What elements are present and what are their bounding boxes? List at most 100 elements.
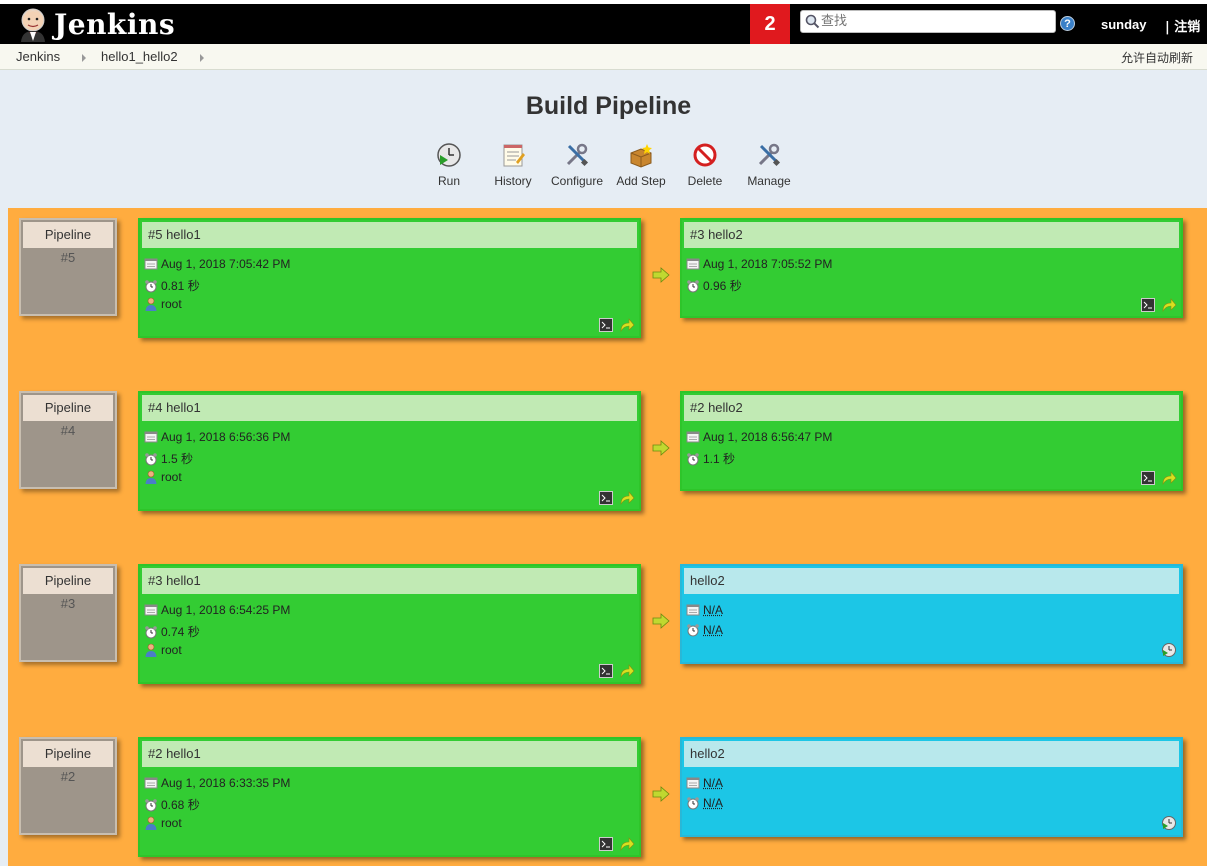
manage-label: Manage <box>747 174 791 188</box>
console-output-icon[interactable] <box>599 664 613 678</box>
notification-badge[interactable]: 2 <box>750 4 790 44</box>
build-date: Aug 1, 2018 6:56:36 PM <box>161 430 291 444</box>
rebuild-arrow-icon[interactable] <box>1161 471 1177 485</box>
build-date-line: N/A <box>686 776 723 790</box>
build-date: Aug 1, 2018 6:33:35 PM <box>161 776 291 790</box>
console-output-icon[interactable] <box>1141 471 1155 485</box>
build-duration: 0.81 秒 <box>161 279 200 293</box>
build-actions <box>599 664 635 678</box>
build-title-link[interactable]: #2 hello1 <box>142 741 637 767</box>
add-step-label: Add Step <box>616 174 666 188</box>
logout-link[interactable]: | 注销 <box>1165 20 1201 35</box>
user-icon <box>145 816 157 830</box>
build-actions <box>599 837 635 851</box>
build-title-link[interactable]: hello2 <box>684 741 1179 767</box>
pipeline-revision-box[interactable]: Pipeline #2 <box>19 737 117 835</box>
jenkins-logo[interactable]: Jenkins <box>16 6 175 42</box>
downstream-arrow-icon <box>652 613 670 629</box>
breadcrumb-job[interactable]: hello1_hello2 <box>101 49 178 64</box>
console-output-icon[interactable] <box>599 837 613 851</box>
console-output-icon[interactable] <box>1141 298 1155 312</box>
build-title-link[interactable]: #2 hello2 <box>684 395 1179 421</box>
build-user-line: root <box>144 643 182 657</box>
delete-label: Delete <box>687 174 723 188</box>
alarm-clock-icon <box>145 279 157 292</box>
build-date: N/A <box>703 603 724 617</box>
build-card-hello1[interactable]: #5 hello1 Aug 1, 2018 7:05:42 PM 0.81 秒 … <box>138 218 641 338</box>
build-date: Aug 1, 2018 6:54:25 PM <box>161 603 291 617</box>
search-input[interactable] <box>821 12 1051 31</box>
rebuild-arrow-icon[interactable] <box>619 318 635 332</box>
alarm-clock-icon <box>145 452 157 465</box>
build-card-hello2[interactable]: #3 hello2 Aug 1, 2018 7:05:52 PM 0.96 秒 <box>680 218 1183 318</box>
console-output-icon[interactable] <box>599 318 613 332</box>
pipeline-number: #2 <box>60 769 76 784</box>
calendar-icon <box>144 777 158 789</box>
build-card-hello1[interactable]: #3 hello1 Aug 1, 2018 6:54:25 PM 0.74 秒 … <box>138 564 641 684</box>
pipeline-board: Pipeline #5 #5 hello1 Aug 1, 2018 7:05:4… <box>8 208 1207 866</box>
rebuild-arrow-icon[interactable] <box>1161 298 1177 312</box>
calendar-icon <box>686 258 700 270</box>
rebuild-arrow-icon[interactable] <box>619 491 635 505</box>
build-card-hello2-pending[interactable]: hello2 N/A N/A <box>680 564 1183 664</box>
breadcrumb-separator-icon[interactable] <box>200 54 204 62</box>
build-duration-line: 1.1 秒 <box>686 450 735 467</box>
build-title-link[interactable]: #4 hello1 <box>142 395 637 421</box>
build-title-link[interactable]: #5 hello1 <box>142 222 637 248</box>
jenkins-butler-icon <box>21 8 45 42</box>
pipeline-revision-box[interactable]: Pipeline #3 <box>19 564 117 662</box>
build-title-link[interactable]: #3 hello2 <box>684 222 1179 248</box>
add-step-button[interactable]: Add Step <box>609 142 673 188</box>
run-label: Run <box>437 174 460 188</box>
calendar-icon <box>144 431 158 443</box>
pipeline-revision-box[interactable]: Pipeline #4 <box>19 391 117 489</box>
rebuild-arrow-icon[interactable] <box>619 837 635 851</box>
page-title: Build Pipeline <box>525 92 692 120</box>
help-icon[interactable]: ? <box>1060 16 1075 31</box>
run-button[interactable]: Run <box>417 142 481 188</box>
history-label: History <box>494 174 532 188</box>
pipeline-revision-box[interactable]: Pipeline #5 <box>19 218 117 316</box>
user-link[interactable]: sunday <box>1101 17 1147 32</box>
user-icon <box>145 297 157 311</box>
breadcrumb-jenkins[interactable]: Jenkins <box>16 49 61 64</box>
alarm-clock-icon <box>687 452 699 465</box>
pipeline-label: Pipeline <box>23 222 113 248</box>
alarm-clock-icon <box>687 624 699 637</box>
build-title-link[interactable]: #3 hello1 <box>142 568 637 594</box>
build-card-hello1[interactable]: #4 hello1 Aug 1, 2018 6:56:36 PM 1.5 秒 r… <box>138 391 641 511</box>
delete-button[interactable]: Delete <box>673 142 737 188</box>
calendar-icon <box>686 777 700 789</box>
downstream-arrow-icon <box>652 267 670 283</box>
pipeline-number: #3 <box>60 596 76 611</box>
trigger-build-icon[interactable] <box>1161 815 1177 831</box>
build-duration: 0.96 秒 <box>703 279 742 293</box>
enable-auto-refresh-link[interactable]: 允许自动刷新 <box>1120 51 1193 65</box>
search-box <box>800 10 1056 33</box>
build-date: N/A <box>703 776 724 790</box>
configure-button[interactable]: Configure <box>545 142 609 188</box>
trigger-build-icon[interactable] <box>1161 642 1177 658</box>
search-icon <box>805 14 820 29</box>
alarm-clock-icon <box>687 797 699 810</box>
build-duration-line: 0.96 秒 <box>686 277 742 294</box>
configure-tools-icon <box>566 143 589 167</box>
build-user-line: root <box>144 297 182 311</box>
build-title-link[interactable]: hello2 <box>684 568 1179 594</box>
build-card-hello1[interactable]: #2 hello1 Aug 1, 2018 6:33:35 PM 0.68 秒 … <box>138 737 641 857</box>
pipeline-number: #5 <box>60 250 76 265</box>
build-user: root <box>161 643 182 657</box>
pipeline-row: Pipeline #3 #3 hello1 Aug 1, 2018 6:54:2… <box>8 554 1207 694</box>
build-card-hello2-pending[interactable]: hello2 N/A N/A <box>680 737 1183 837</box>
build-card-hello2[interactable]: #2 hello2 Aug 1, 2018 6:56:47 PM 1.1 秒 <box>680 391 1183 491</box>
build-actions <box>599 318 635 332</box>
history-button[interactable]: History <box>481 142 545 188</box>
manage-button[interactable]: Manage <box>737 142 801 188</box>
build-date-line: Aug 1, 2018 6:54:25 PM <box>144 603 290 617</box>
build-actions <box>1161 815 1177 831</box>
pipeline-row: Pipeline #5 #5 hello1 Aug 1, 2018 7:05:4… <box>8 208 1207 348</box>
build-user: root <box>161 297 182 311</box>
rebuild-arrow-icon[interactable] <box>619 664 635 678</box>
breadcrumb-separator-icon[interactable] <box>82 54 86 62</box>
console-output-icon[interactable] <box>599 491 613 505</box>
